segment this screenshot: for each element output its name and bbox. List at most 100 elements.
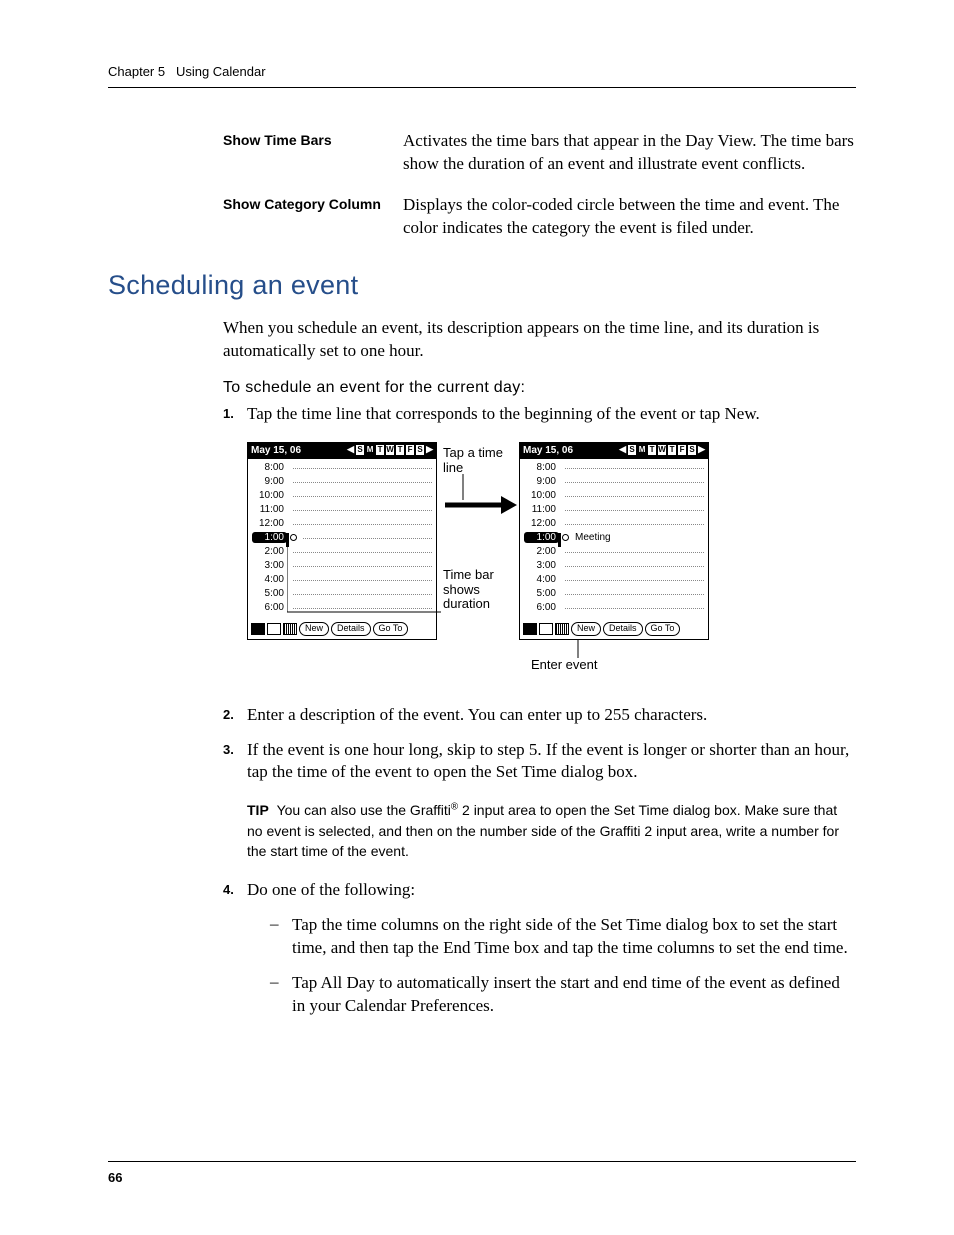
view-icon xyxy=(523,623,537,635)
palm-footer: New Details Go To xyxy=(251,622,433,636)
time-label: 6:00 xyxy=(524,602,559,613)
details-button: Details xyxy=(331,622,371,636)
day-cell: S xyxy=(687,444,697,456)
time-label: 6:00 xyxy=(252,602,287,613)
annotation-timebar: Time bar shows duration xyxy=(443,568,518,613)
definition-row: Show Category Column Displays the color-… xyxy=(223,194,856,240)
step: 3. If the event is one hour long, skip t… xyxy=(223,739,856,785)
goto-button: Go To xyxy=(645,622,681,636)
time-label: 3:00 xyxy=(524,560,559,571)
details-button: Details xyxy=(603,622,643,636)
time-label: 4:00 xyxy=(524,574,559,585)
sub-item: – Tap All Day to automatically insert th… xyxy=(270,972,856,1018)
prev-arrow-icon: ◀ xyxy=(346,444,355,456)
chapter-title: Using Calendar xyxy=(176,64,266,79)
definition-term: Show Category Column xyxy=(223,194,403,240)
day-cell: S xyxy=(627,444,637,456)
intro-paragraph: When you schedule an event, its descript… xyxy=(223,317,856,363)
next-arrow-icon: ▶ xyxy=(697,444,706,456)
step-body: Do one of the following: xyxy=(247,879,856,902)
leader-line-icon xyxy=(577,640,579,658)
definition-term: Show Time Bars xyxy=(223,130,403,176)
new-button: New xyxy=(299,622,329,636)
time-label: 12:00 xyxy=(252,518,287,529)
time-bar-icon xyxy=(558,533,561,547)
definition-body: Displays the color-coded circle between … xyxy=(403,194,856,240)
palm-header: May 15, 06 ◀ S M T W T F S ▶ xyxy=(520,443,708,459)
day-picker: ◀ S M T W T F S ▶ xyxy=(618,444,706,456)
time-label: 10:00 xyxy=(252,490,287,501)
step-number: 3. xyxy=(223,739,247,785)
step-number: 4. xyxy=(223,879,247,902)
next-arrow-icon: ▶ xyxy=(425,444,434,456)
step: 1. Tap the time line that corresponds to… xyxy=(223,403,856,426)
step-body: Tap the time line that corresponds to th… xyxy=(247,403,856,426)
day-cell: T xyxy=(395,444,405,456)
palm-screenshot-after: May 15, 06 ◀ S M T W T F S ▶ 8:00 9:00 1… xyxy=(519,442,709,640)
time-label: 5:00 xyxy=(524,588,559,599)
time-label: 2:00 xyxy=(524,546,559,557)
leader-line-icon xyxy=(287,546,447,616)
view-icon xyxy=(539,623,553,635)
time-label: 3:00 xyxy=(252,560,287,571)
step: 2. Enter a description of the event. You… xyxy=(223,704,856,727)
tip-box: TIP You can also use the Graffiti® 2 inp… xyxy=(247,800,856,861)
palm-header: May 15, 06 ◀ S M T W T F S ▶ xyxy=(248,443,436,459)
step: 4. Do one of the following: xyxy=(223,879,856,902)
event-label: Meeting xyxy=(575,532,611,543)
day-picker: ◀ S M T W T F S ▶ xyxy=(346,444,434,456)
step-body: If the event is one hour long, skip to s… xyxy=(247,739,856,785)
sub-body: Tap the time columns on the right side o… xyxy=(292,914,856,960)
time-label: 5:00 xyxy=(252,588,287,599)
palm-footer: New Details Go To xyxy=(523,622,705,636)
procedure-heading: To schedule an event for the current day… xyxy=(223,379,856,397)
day-cell: M xyxy=(637,444,647,456)
time-label: 11:00 xyxy=(252,504,287,515)
definition-body: Activates the time bars that appear in t… xyxy=(403,130,856,176)
leader-line-icon xyxy=(462,474,464,500)
time-label: 11:00 xyxy=(524,504,559,515)
sub-list: – Tap the time columns on the right side… xyxy=(270,914,856,1018)
time-label-selected: 1:00 xyxy=(252,532,287,543)
category-dot-icon xyxy=(290,534,297,541)
time-label: 8:00 xyxy=(252,462,287,473)
definition-list: Show Time Bars Activates the time bars t… xyxy=(223,130,856,240)
tip-label: TIP xyxy=(247,802,269,818)
running-header: Chapter 5 Using Calendar xyxy=(108,64,856,88)
category-dot-icon xyxy=(562,534,569,541)
sub-item: – Tap the time columns on the right side… xyxy=(270,914,856,960)
time-label: 8:00 xyxy=(524,462,559,473)
view-icon xyxy=(251,623,265,635)
prev-arrow-icon: ◀ xyxy=(618,444,627,456)
step-number: 2. xyxy=(223,704,247,727)
day-cell: S xyxy=(415,444,425,456)
dash-icon: – xyxy=(270,972,292,1018)
time-label: 12:00 xyxy=(524,518,559,529)
day-cell: F xyxy=(677,444,687,456)
time-label: 9:00 xyxy=(252,476,287,487)
page-footer: 66 xyxy=(108,1161,856,1185)
time-bar-icon xyxy=(286,533,289,547)
new-button: New xyxy=(571,622,601,636)
time-label-selected: 1:00 xyxy=(524,532,559,543)
annotation-enter: Enter event xyxy=(531,658,651,673)
dash-icon: – xyxy=(270,914,292,960)
day-cell: S xyxy=(355,444,365,456)
day-cell: W xyxy=(657,444,667,456)
section-heading: Scheduling an event xyxy=(108,270,856,301)
time-rows: 8:00 9:00 10:00 11:00 12:00 1:00Meeting … xyxy=(520,459,708,615)
definition-row: Show Time Bars Activates the time bars t… xyxy=(223,130,856,176)
step-body: Enter a description of the event. You ca… xyxy=(247,704,856,727)
day-cell: W xyxy=(385,444,395,456)
palm-date: May 15, 06 xyxy=(523,445,573,456)
view-icon xyxy=(267,623,281,635)
day-cell: T xyxy=(375,444,385,456)
chapter-label: Chapter 5 xyxy=(108,64,165,79)
page-number: 66 xyxy=(108,1170,122,1185)
tip-text-pre: You can also use the Graffiti xyxy=(277,802,451,818)
time-label: 9:00 xyxy=(524,476,559,487)
time-label: 10:00 xyxy=(524,490,559,501)
time-label: 4:00 xyxy=(252,574,287,585)
day-cell: T xyxy=(667,444,677,456)
page: Chapter 5 Using Calendar Show Time Bars … xyxy=(0,0,954,1235)
